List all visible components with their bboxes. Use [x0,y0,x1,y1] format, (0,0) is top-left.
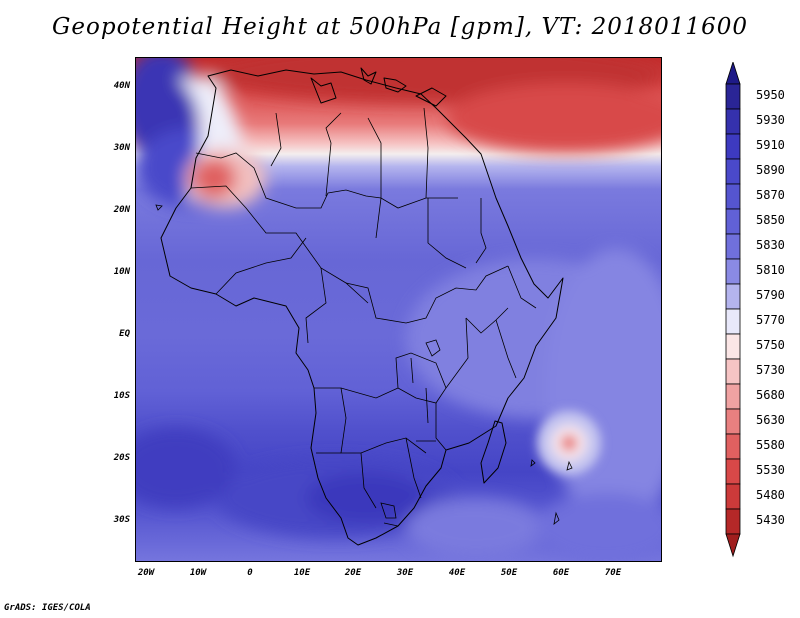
colorbar-box [725,158,741,185]
colorbar-label: 5830 [756,238,785,252]
grads-credit: GrADS: IGES/COLA [4,603,91,613]
lat-label-20s: 20S [113,453,130,463]
colorbar-box [725,458,741,485]
map-title: Geopotential Height at 500hPa [gpm], VT:… [52,14,748,40]
colorbar-box [725,183,741,210]
colorbar-label: 5530 [756,463,785,477]
colorbar-label: 5730 [756,363,785,377]
colorbar-label: 5750 [756,338,785,352]
colorbar-box [725,408,741,435]
colorbar-box [725,108,741,135]
colorbar-label: 5680 [756,388,785,402]
lat-label-10s: 10S [113,391,130,401]
colorbar-label: 5910 [756,138,785,152]
colorbar [725,62,741,558]
colorbar-box [725,508,741,535]
colorbar-label: 5950 [756,88,785,102]
colorbar-label: 5630 [756,413,785,427]
colorbar-box [725,308,741,335]
colorbar-box [725,433,741,460]
lon-label-60e: 60E [552,568,570,578]
colorbar-label: 5850 [756,213,785,227]
colorbar-label: 5480 [756,488,785,502]
colorbar-box [725,358,741,385]
lon-label-40e: 40E [448,568,466,578]
lon-label-10e: 10E [293,568,311,578]
lon-label-70e: 70E [604,568,622,578]
lon-label-20e: 20E [344,568,362,578]
islands [155,204,573,525]
colorbar-label: 5890 [756,163,785,177]
inland-lakes [410,339,441,442]
lat-label-10n: 10N [113,267,130,277]
colorbar-boxes [725,62,741,558]
colorbar-box [725,233,741,260]
colorbar-box [725,208,741,235]
colorbar-box [725,383,741,410]
colorbar-label: 5870 [756,188,785,202]
colorbar-label: 5770 [756,313,785,327]
colorbar-label: 5930 [756,113,785,127]
cutoff-low-feature [537,411,601,475]
field-features [136,58,661,561]
colorbar-box [725,283,741,310]
lat-label-40n: 40N [113,81,130,91]
lat-label-30n: 30N [113,143,130,153]
lon-label-50e: 50E [500,568,518,578]
country-borders [190,107,537,527]
colorbar-top-triangle [725,62,741,85]
map-panel [135,57,662,562]
lat-label-30s: 30S [113,515,130,525]
lon-label-10w: 10W [189,568,207,578]
lon-label-0: 0 [247,568,253,578]
colorbar-label: 5790 [756,288,785,302]
geopotential-field-map [136,58,661,561]
lat-label-20n: 20N [113,205,130,215]
colorbar-label: 5580 [756,438,785,452]
colorbar-bottom-triangle [725,533,741,558]
lat-label-eq: EQ [119,329,130,339]
colorbar-label: 5430 [756,513,785,527]
colorbar-box [725,258,741,285]
colorbar-box [725,133,741,160]
colorbar-box [725,483,741,510]
colorbar-label: 5810 [756,263,785,277]
colorbar-box [725,333,741,360]
lon-label-20w: 20W [137,568,155,578]
colorbar-box [725,83,741,110]
lon-label-30e: 30E [396,568,414,578]
